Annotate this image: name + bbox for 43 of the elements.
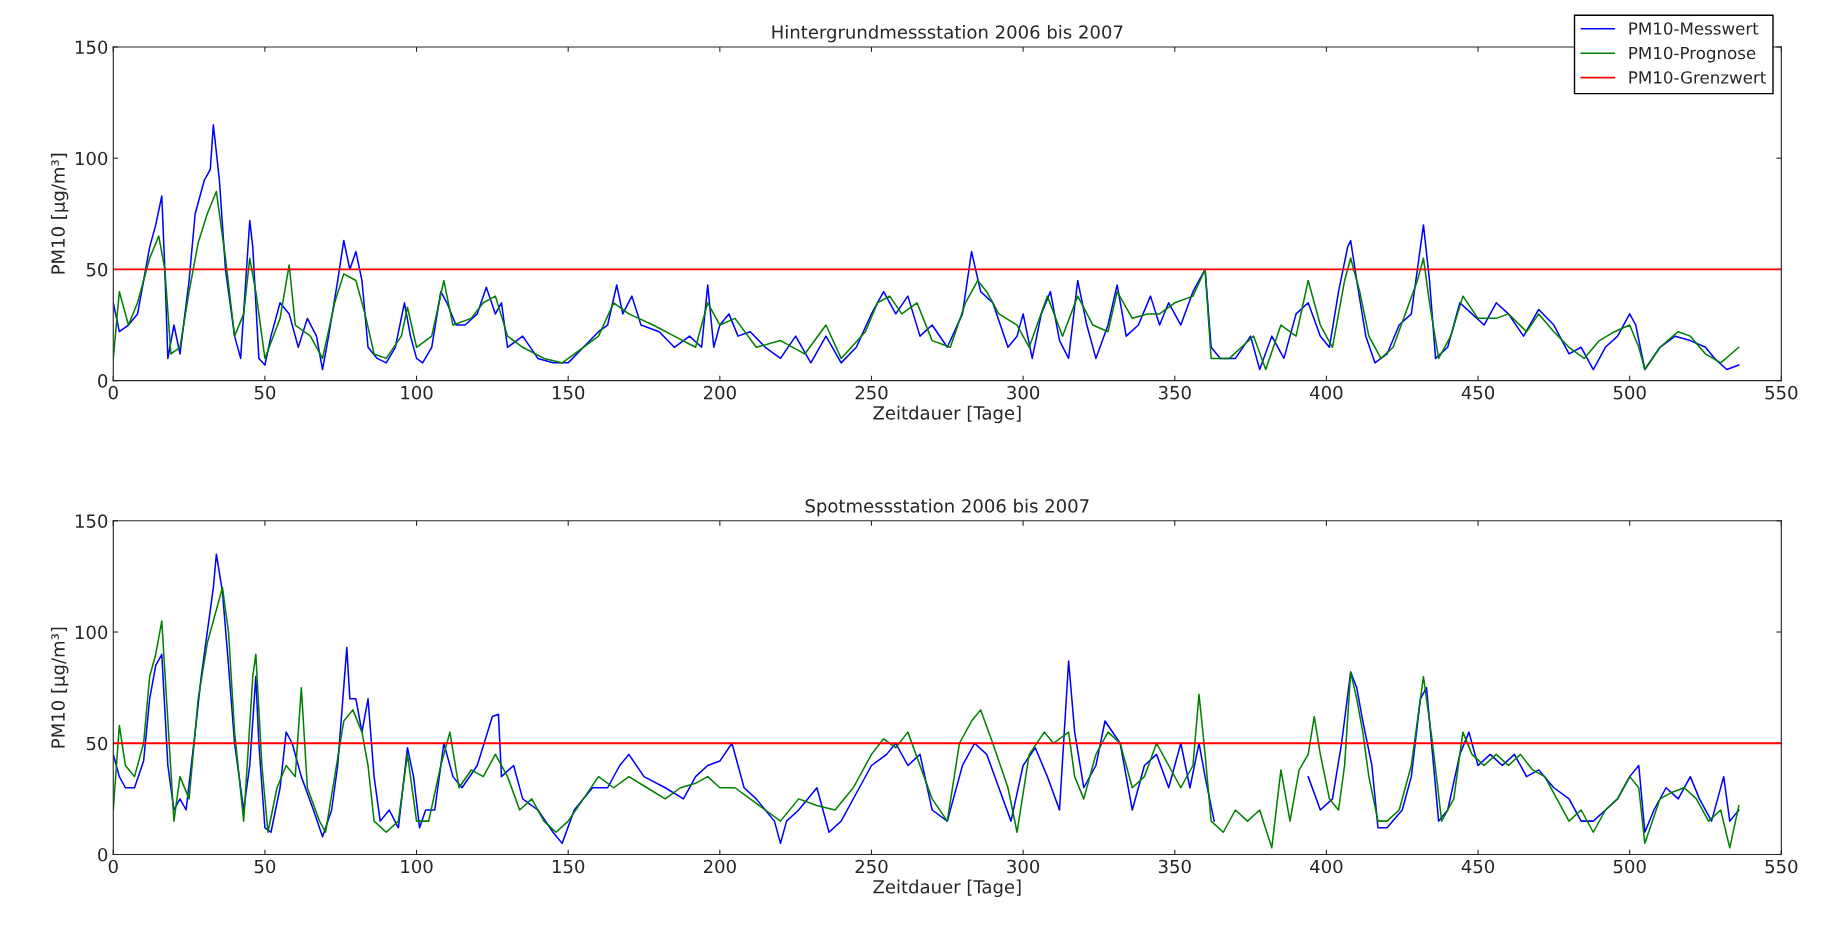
x-tick-label: 300 [1007,385,1040,400]
x-tick-label: 250 [855,385,888,400]
y-axis-title: PM10 [µg/m³] [50,627,69,748]
x-tick-label: 550 [1765,859,1798,874]
x-tick-label: 450 [1461,385,1495,400]
x-axis-title: Zeitdauer [Tage] [873,879,1021,898]
x-tick-label: 50 [254,385,276,400]
y-tick-label: 0 [98,847,108,862]
x-tick-label: 400 [1310,859,1343,874]
y-tick-label: 0 [98,374,108,388]
x-tick-label: 550 [1765,385,1798,400]
x-tick-label: 150 [552,859,585,874]
x-tick-label: 200 [703,385,736,400]
legend-label: PM10-Messwert [1629,22,1759,35]
y-tick-label: 150 [75,514,108,528]
x-tick-label: 0 [108,385,118,400]
y-tick-label: 100 [75,625,108,640]
chart-title: Hintergrundmessstation 2006 bis 2007 [772,24,1123,43]
x-tick-label: 450 [1461,859,1495,874]
x-tick-label: 0 [108,859,118,874]
x-tick-label: 100 [401,859,433,874]
x-tick-label: 100 [401,385,433,400]
y-tick-label: 100 [75,151,108,166]
x-tick-label: 400 [1310,385,1343,400]
x-tick-label: 200 [703,859,736,874]
y-tick-label: 150 [75,40,108,55]
y-tick-label: 50 [86,262,108,277]
legend-label: PM10-Prognose [1629,46,1756,63]
y-tick-label: 50 [86,736,108,751]
chart-title: Spotmessstation 2006 bis 2007 [805,498,1089,517]
x-tick-label: 350 [1158,385,1191,400]
line-series [113,124,1740,371]
x-tick-label: 150 [552,385,585,400]
x-tick-label: 50 [254,859,276,874]
x-axis-title: Zeitdauer [Tage] [873,405,1021,424]
y-axis-title: PM10 [µg/m³] [50,153,69,274]
line-series [113,190,1740,371]
x-tick-label: 250 [855,859,888,874]
legend-label: PM10-Grenzwert [1629,71,1766,84]
x-tick-label: 500 [1613,859,1646,874]
x-tick-label: 300 [1007,859,1040,874]
x-tick-label: 350 [1158,859,1191,874]
x-tick-label: 500 [1613,385,1646,400]
